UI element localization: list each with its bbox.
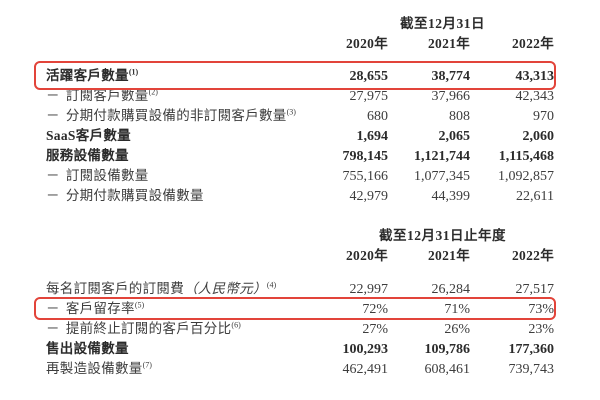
row-subscription-customers: －訂閱客戶數量(2) 27,975 37,966 42,343: [33, 86, 554, 106]
table2-period-header: 截至12月31日止年度: [379, 228, 506, 243]
value-2020: 27%: [362, 322, 388, 337]
value-2020: 72%: [362, 302, 388, 317]
row-label: 每名訂閱客戶的訂閱費（人民幣元）(4): [46, 280, 277, 296]
value-2020: 462,491: [342, 362, 389, 377]
value-2021: 26%: [444, 322, 470, 337]
value-2020: 100,293: [342, 342, 389, 357]
value-2021: 44,399: [431, 189, 471, 204]
value-2020: 755,166: [342, 169, 389, 184]
row-active-customers: 活躍客戶數量(1) 28,655 38,774 43,313: [33, 61, 556, 90]
value-2021: 109,786: [424, 342, 471, 357]
value-2021: 26,284: [431, 282, 471, 297]
value-2022: 1,115,468: [498, 149, 554, 164]
table1-period-header: 截至12月31日: [400, 16, 485, 31]
metrics-table-fees-retention: 截至12月31日止年度 2020年 2021年 2022年 每名訂閱客戶的訂閱費…: [33, 226, 556, 379]
value-2021: 1,077,345: [414, 169, 470, 184]
value-2022: 42,343: [515, 89, 555, 104]
value-2021: 71%: [444, 302, 470, 317]
value-2022: 1,092,857: [498, 169, 554, 184]
row-label: －訂閱客戶數量(2): [46, 87, 158, 103]
table2-year-2021: 2021年: [428, 248, 470, 263]
footnote-ref: (6): [231, 320, 241, 330]
value-2022: 23%: [528, 322, 554, 337]
row-devices-sold: 售出設備數量 100,293 109,786 177,360: [33, 339, 554, 359]
value-2020: 22,997: [349, 282, 389, 297]
value-2020: 27,975: [349, 89, 389, 104]
value-2022: 2,060: [522, 129, 555, 144]
table1-year-2020: 2020年: [346, 36, 388, 51]
value-2021: 608,461: [424, 362, 471, 377]
row-label: －分期付款購買設備數量: [46, 188, 204, 203]
currency-note: （人民幣元）: [184, 281, 267, 296]
value-2022: 177,360: [508, 342, 555, 357]
row-installment-non-subscription-customers: －分期付款購買設備的非訂閱客戶數量(3) 680 808 970: [33, 106, 554, 126]
row-saas-customers: SaaS客戶數量 1,694 2,065 2,060: [33, 126, 554, 146]
footnote-ref: (7): [142, 360, 152, 370]
value-2020: 798,145: [342, 149, 389, 164]
value-2022: 73%: [528, 302, 554, 317]
row-installment-purchased-devices: －分期付款購買設備數量 42,979 44,399 22,611: [33, 186, 554, 206]
table2-year-2022: 2022年: [512, 248, 554, 263]
value-2021: 37,966: [431, 89, 471, 104]
row-remanufactured-devices: 再製造設備數量(7) 462,491 608,461 739,743: [33, 359, 554, 379]
row-serviced-devices: 服務設備數量 798,145 1,121,744 1,115,468: [33, 146, 554, 166]
footnote-ref: (5): [134, 300, 145, 310]
metrics-table-customers-devices: 截至12月31日 2020年 2021年 2022年 活躍客戶數量(1) 28,…: [33, 14, 556, 206]
footnote-ref: (2): [148, 87, 158, 97]
footnote-ref: (3): [286, 107, 296, 117]
value-2021: 808: [449, 109, 470, 124]
row-label: －訂閱設備數量: [46, 168, 149, 183]
row-early-termination-percentage: －提前終止訂閱的客戶百分比(6) 27% 26% 23%: [33, 319, 554, 339]
table2-year-2020: 2020年: [346, 248, 388, 263]
table2-period-header-row: 截至12月31日止年度: [33, 226, 554, 246]
row-subscription-devices: －訂閱設備數量 755,166 1,077,345 1,092,857: [33, 166, 554, 186]
row-label: 服務設備數量: [46, 148, 129, 163]
table2-years-row: 2020年 2021年 2022年: [33, 246, 554, 265]
row-label: SaaS客戶數量: [46, 128, 131, 143]
value-2020: 42,979: [349, 189, 389, 204]
row-label: 活躍客戶數量(1): [46, 67, 139, 83]
value-2020: 1,694: [356, 129, 389, 144]
table1-years-row: 2020年 2021年 2022年: [33, 34, 554, 53]
row-customer-retention-rate: －客戶留存率(5) 72% 71% 73%: [33, 297, 556, 320]
value-2021: 1,121,744: [414, 149, 470, 164]
value-2022: 739,743: [508, 362, 555, 377]
value-2020: 28,655: [349, 69, 389, 84]
value-2022: 970: [533, 109, 554, 124]
dash-prefix: －: [46, 88, 60, 103]
row-label: －客戶留存率(5): [46, 300, 145, 316]
table1-year-2022: 2022年: [512, 36, 554, 51]
value-2022: 22,611: [516, 189, 554, 204]
dash-prefix: －: [46, 188, 60, 203]
dash-prefix: －: [46, 168, 60, 183]
footnote-ref: (1): [128, 67, 139, 77]
row-label: －分期付款購買設備的非訂閱客戶數量(3): [46, 107, 296, 123]
value-2022: 43,313: [515, 69, 555, 84]
row-label: 再製造設備數量(7): [46, 360, 152, 376]
value-2020: 680: [367, 109, 388, 124]
value-2021: 2,065: [438, 129, 471, 144]
row-label: 售出設備數量: [46, 341, 129, 356]
dash-prefix: －: [46, 301, 60, 316]
dash-prefix: －: [46, 108, 60, 123]
value-2022: 27,517: [515, 282, 555, 297]
value-2021: 38,774: [431, 69, 471, 84]
table1-year-2021: 2021年: [428, 36, 470, 51]
dash-prefix: －: [46, 321, 60, 336]
row-subscription-fee-per-customer: 每名訂閱客戶的訂閱費（人民幣元）(4) 22,997 26,284 27,517: [33, 279, 554, 299]
footnote-ref: (4): [266, 280, 277, 290]
table1-period-header-row: 截至12月31日: [33, 14, 554, 34]
row-label: －提前終止訂閱的客戶百分比(6): [46, 320, 241, 336]
